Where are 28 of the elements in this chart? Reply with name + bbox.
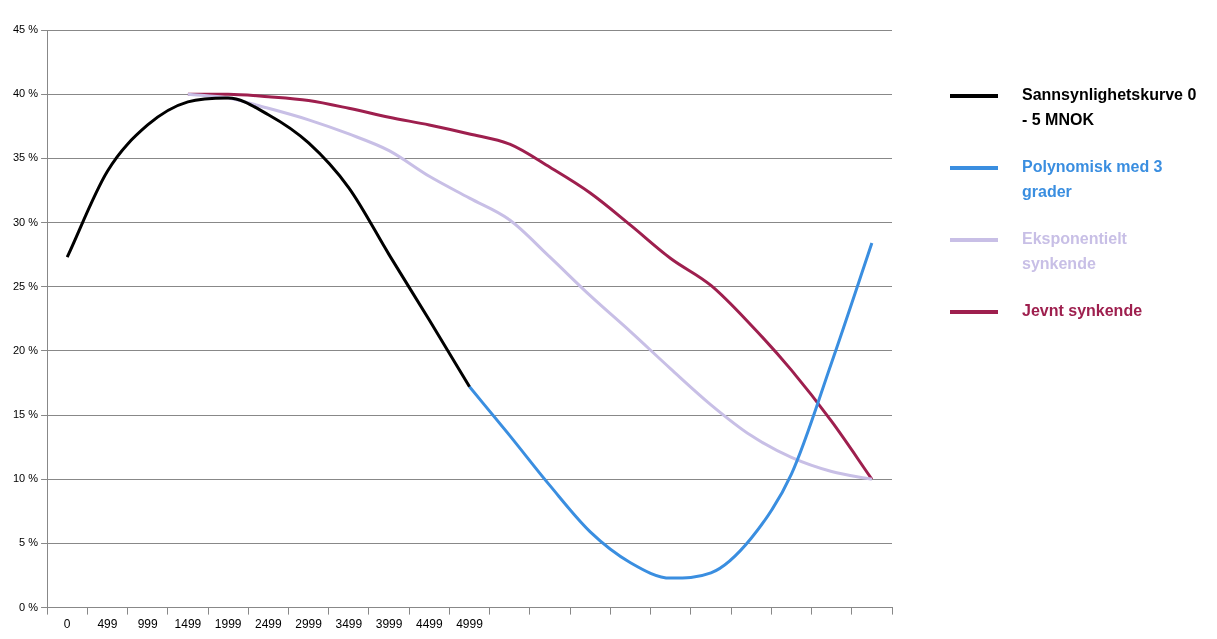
legend-label: Eksponentielt synkende [1022, 229, 1128, 274]
legend-label: Polynomisk med 3 grader [1022, 157, 1164, 202]
line-series [468, 241, 874, 580]
x-tick-label: 0 [63, 617, 71, 632]
x-tick-label: 499 [97, 617, 118, 632]
y-tick-label: 0 % [19, 600, 39, 613]
legend-label: Sannsynlighetskurve 0 - 5 MNOK [1022, 85, 1198, 130]
y-tick-label: 25 % [12, 279, 39, 292]
x-tick-label: 1999 [214, 617, 242, 632]
x-tick-label: 4999 [456, 617, 484, 632]
x-tick-label: 999 [137, 617, 158, 632]
x-tick-label: 3999 [375, 617, 403, 632]
line-series [65, 96, 472, 389]
y-tick-label: 15 % [12, 408, 39, 421]
y-tick-label: 10 % [12, 472, 39, 485]
line-series [186, 92, 874, 481]
x-tick-label: 2499 [255, 617, 283, 632]
y-tick-label: 30 % [12, 215, 39, 228]
x-tick-label: 3499 [335, 617, 363, 632]
x-tick-label: 1499 [174, 617, 202, 632]
y-tick-label: 45 % [12, 23, 39, 36]
x-tick-label: 2999 [295, 617, 323, 632]
y-tick-label: 5 % [19, 536, 39, 549]
y-tick-label: 20 % [12, 343, 39, 356]
x-tick-label: 4499 [415, 617, 443, 632]
y-tick-label: 35 % [12, 151, 39, 164]
legend-label: Jevnt synkende [1022, 301, 1144, 321]
y-tick-label: 40 % [12, 87, 39, 100]
